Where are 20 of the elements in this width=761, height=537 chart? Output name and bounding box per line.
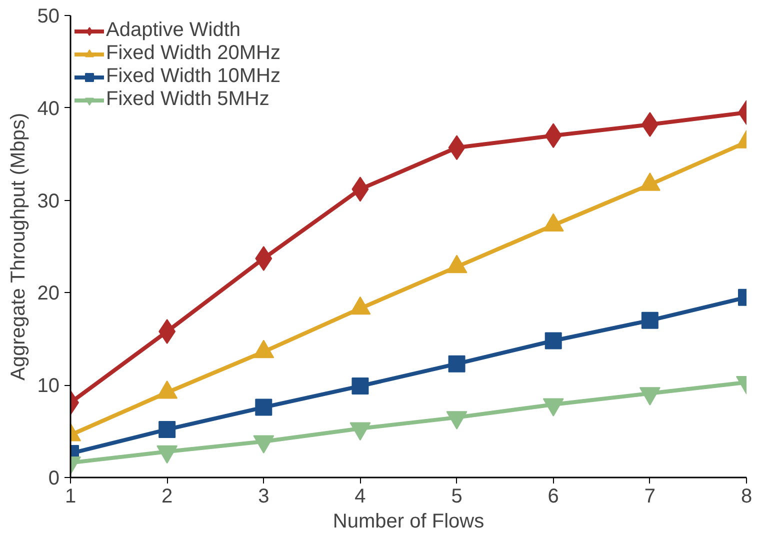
- y-axis-title: Aggregate Throughput (Mbps): [7, 112, 30, 380]
- x-axis-title: Number of Flows: [332, 510, 484, 532]
- y-tick-label: 30: [37, 190, 60, 212]
- y-tick-label: 20: [37, 282, 60, 305]
- y-tick-label: 0: [48, 468, 60, 490]
- x-tick-label: 5: [451, 486, 462, 508]
- x-tick-label: 1: [64, 486, 76, 508]
- x-tick-label: 2: [162, 486, 173, 508]
- legend-label: Fixed Width 10MHz: [106, 65, 280, 88]
- x-tick-label: 3: [258, 486, 270, 508]
- y-tick-label: 40: [37, 98, 60, 120]
- y-tick-label: 10: [37, 375, 60, 398]
- x-tick-label: 4: [354, 486, 366, 508]
- legend-label: Fixed Width 5MHz: [106, 88, 270, 111]
- x-tick-label: 6: [548, 486, 559, 508]
- x-tick-label: 7: [644, 486, 656, 508]
- legend-label: Adaptive Width: [106, 19, 241, 42]
- y-tick-label: 50: [37, 6, 60, 28]
- legend-label: Fixed Width 20MHz: [106, 42, 280, 65]
- x-tick-label: 8: [740, 486, 752, 508]
